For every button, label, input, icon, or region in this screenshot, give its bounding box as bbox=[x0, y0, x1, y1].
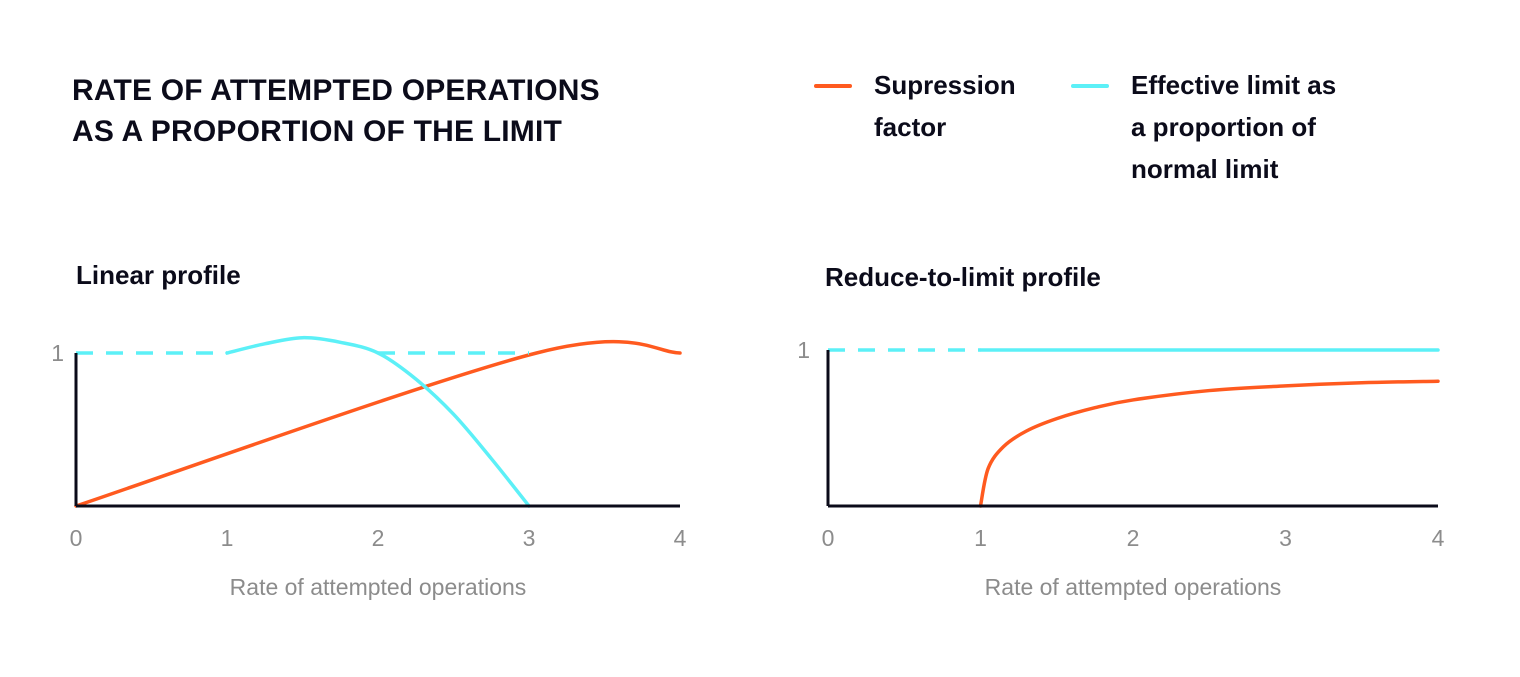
chart-1-y-tick-1: 1 bbox=[51, 340, 64, 366]
chart-title-reduce-to-limit: Reduce-to-limit profile bbox=[825, 262, 1101, 292]
legend-swatch-suppression bbox=[814, 84, 852, 88]
chart-1-x-tick-3: 3 bbox=[523, 525, 536, 551]
chart-1-x-tick-0: 0 bbox=[70, 525, 83, 551]
chart-2-x-tick-2: 2 bbox=[1127, 525, 1140, 551]
chart-1-series-effective-4 bbox=[225, 335, 531, 508]
chart-1-x-axis-label: Rate of attempted operations bbox=[230, 574, 527, 600]
figure-title-line-1: RATE OF ATTEMPTED OPERATIONS bbox=[72, 74, 600, 107]
legend-label-suppression-line-1: Supression bbox=[874, 70, 1016, 100]
chart-2-x-tick-1: 1 bbox=[974, 525, 987, 551]
legend-label-effective-line-2: a proportion of bbox=[1131, 112, 1316, 142]
chart-1-x-tick-2: 2 bbox=[372, 525, 385, 551]
chart-1-x-tick-4: 4 bbox=[674, 525, 687, 551]
legend-label-effective-line-1: Effective limit as bbox=[1131, 70, 1337, 100]
chart-1-series-suppression-1 bbox=[74, 339, 682, 508]
legend-item-suppression: Supression factor bbox=[814, 64, 1016, 148]
legend-item-effective-limit: Effective limit as a proportion of norma… bbox=[1071, 64, 1336, 190]
chart-2-x-tick-3: 3 bbox=[1279, 525, 1292, 551]
chart-2-series-suppression-3 bbox=[978, 379, 1440, 508]
chart-1-x-tick-1: 1 bbox=[221, 525, 234, 551]
chart-2-x-tick-0: 0 bbox=[822, 525, 835, 551]
legend-swatch-effective-limit bbox=[1071, 84, 1109, 88]
chart-2-y-tick-1: 1 bbox=[797, 337, 810, 363]
legend-label-suppression-line-2: factor bbox=[874, 112, 947, 142]
legend-label-effective-line-3: normal limit bbox=[1131, 154, 1279, 184]
chart-2-x-axis-label: Rate of attempted operations bbox=[985, 574, 1282, 600]
chart-2-x-tick-4: 4 bbox=[1432, 525, 1445, 551]
figure-title: RATE OF ATTEMPTED OPERATIONS AS A PROPOR… bbox=[72, 70, 712, 152]
figure-title-line-2: AS A PROPORTION OF THE LIMIT bbox=[72, 115, 563, 148]
chart-title-linear: Linear profile bbox=[76, 260, 241, 290]
